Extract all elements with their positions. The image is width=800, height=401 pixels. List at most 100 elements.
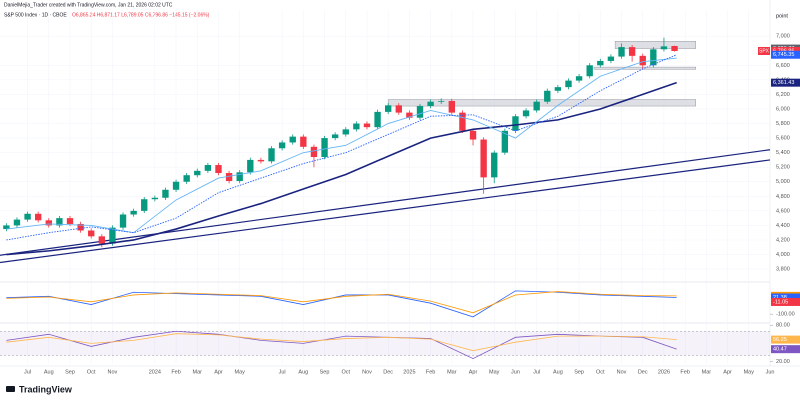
candle-body — [300, 136, 307, 147]
candle-body — [342, 129, 349, 135]
price-tag-label: 6,745.35 — [773, 52, 794, 58]
x-tick-label: Aug — [298, 369, 308, 375]
moving-average — [6, 81, 677, 256]
x-tick-label: Feb — [171, 369, 180, 375]
candle-body — [469, 130, 477, 140]
candle-body — [13, 219, 21, 226]
x-tick-label: 2025 — [403, 369, 415, 375]
logo-mark — [6, 386, 15, 392]
candle-body — [427, 101, 434, 107]
logo: TradingView — [6, 384, 73, 394]
candle-body — [321, 138, 328, 158]
candle-body — [650, 49, 657, 66]
y-tick-label: 5,400 — [776, 150, 790, 156]
x-tick-label: Sep — [574, 369, 584, 375]
candle-body — [109, 227, 116, 244]
candle-body — [480, 139, 487, 178]
x-tick-label: Aug — [553, 369, 563, 375]
candle-body — [45, 220, 52, 226]
candle-body — [130, 210, 137, 215]
x-tick-label: Apr — [469, 369, 478, 375]
trendline — [0, 159, 771, 264]
candle-body — [215, 165, 222, 174]
y-tick-label: 6,000 — [776, 106, 790, 112]
indicator-line — [6, 290, 677, 318]
y-tick-label: 4,600 — [776, 208, 790, 214]
x-tick-label: 2026 — [658, 369, 670, 375]
x-tick-label: Jun — [766, 369, 775, 375]
price-tag-label: -11.05 — [773, 299, 788, 305]
candle-body — [671, 46, 678, 51]
candle-body — [522, 110, 530, 117]
price-tag — [771, 335, 800, 344]
candle-body — [395, 105, 402, 113]
symbol-tag — [758, 46, 770, 55]
price-tag — [771, 50, 800, 59]
candle-body — [278, 142, 286, 149]
x-tick-label: May — [235, 369, 246, 375]
x-tick-label: Mar — [447, 369, 457, 375]
candle-body — [162, 189, 169, 198]
y-tick-label: 6,600 — [776, 63, 790, 69]
price-tag — [771, 297, 800, 306]
y-tick-label: 5,600 — [776, 136, 790, 142]
zone — [614, 41, 697, 49]
x-tick-label: Jun — [511, 369, 520, 375]
x-tick-label: Sep — [320, 369, 330, 375]
candle-body — [151, 197, 159, 200]
x-tick-label: Mar — [193, 369, 203, 375]
x-tick-label: Oct — [596, 369, 605, 375]
x-tick-label: Nov — [362, 369, 372, 375]
price-tag — [771, 78, 800, 87]
x-tick-label: Jul — [24, 369, 31, 375]
candle-body — [363, 123, 371, 128]
candle-body — [35, 213, 42, 221]
candle-body — [512, 116, 519, 131]
x-tick-label: Dec — [638, 369, 648, 375]
x-tick-label: Nov — [108, 369, 118, 375]
y-tick-label: 20.00 — [776, 359, 790, 365]
candle-body — [544, 90, 551, 102]
candle-body — [639, 55, 646, 66]
candle-body — [501, 130, 509, 153]
band — [0, 331, 770, 356]
candle-body — [448, 100, 455, 113]
price-tag-label: 6,361.43 — [773, 80, 794, 86]
x-tick-label: Nov — [617, 369, 627, 375]
y-tick-label: 5,000 — [776, 179, 790, 185]
candle-body — [607, 56, 615, 61]
candle-body — [586, 65, 593, 77]
candle-body — [268, 148, 275, 162]
symbol-tag-label: SPX — [759, 48, 770, 54]
y-tick-label: 7,000 — [776, 34, 790, 40]
candle-body — [438, 100, 445, 102]
candle-body — [3, 225, 10, 230]
x-tick-label: Mar — [702, 369, 712, 375]
candle-body — [385, 105, 392, 112]
price-tag-label: 56.25 — [773, 337, 787, 343]
candle-body — [77, 223, 84, 231]
indicator-line — [6, 333, 677, 352]
candle-body — [119, 214, 127, 228]
x-tick-label: Oct — [341, 369, 350, 375]
y-tick-label: 6,200 — [776, 92, 790, 98]
zone — [387, 99, 697, 107]
candle-body — [194, 170, 201, 176]
x-tick-label: Sep — [65, 369, 75, 375]
candle-body — [98, 236, 105, 244]
y-tick-label: 4,200 — [776, 237, 790, 243]
x-tick-label: Apr — [723, 369, 732, 375]
indicator-line — [6, 291, 677, 314]
moving-average — [6, 54, 677, 241]
x-tick-label: Oct — [87, 369, 96, 375]
candle-body — [575, 76, 583, 81]
y-tick-label: -100.00 — [776, 312, 795, 318]
x-tick-label: Dec — [383, 369, 393, 375]
y-tick-label: 4,800 — [776, 194, 790, 200]
candle-body — [204, 165, 212, 171]
x-tick-label: Aug — [44, 369, 54, 375]
x-tick-label: May — [489, 369, 500, 375]
candle-body — [628, 47, 636, 56]
